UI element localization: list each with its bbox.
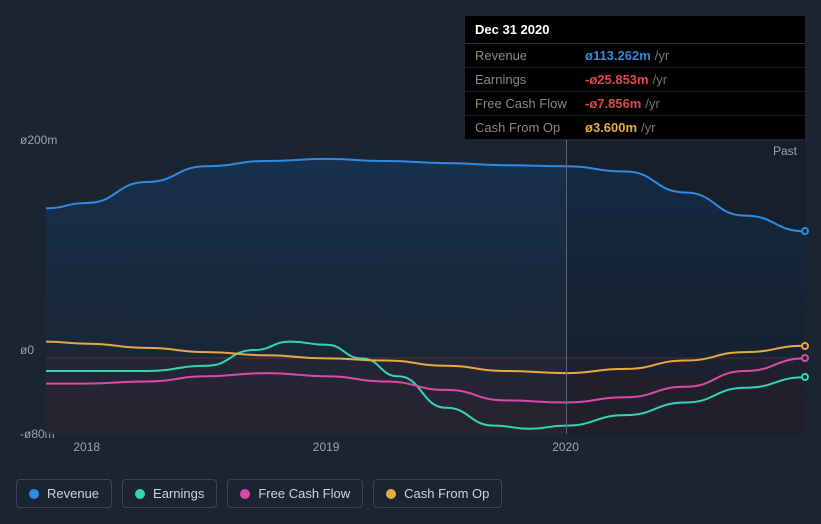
tooltip-date: Dec 31 2020 <box>465 16 805 44</box>
chart-area[interactable]: ø200mø0-ø80m Past 201820192020 <box>16 120 805 464</box>
tooltip-row: Earnings-ø25.853m/yr <box>465 68 805 92</box>
tooltip-row: Revenueø113.262m/yr <box>465 44 805 68</box>
series-end-marker <box>801 354 809 362</box>
tooltip-metric-unit: /yr <box>653 72 667 87</box>
tooltip-metric-label: Cash From Op <box>475 120 585 135</box>
legend-label: Free Cash Flow <box>258 486 350 501</box>
legend-item[interactable]: Free Cash Flow <box>227 479 363 508</box>
legend-swatch <box>29 489 39 499</box>
cursor-line <box>566 140 567 434</box>
chart-tooltip: Dec 31 2020 Revenueø113.262m/yrEarnings-… <box>465 16 805 139</box>
tooltip-metric-value: ø3.600m <box>585 120 637 135</box>
tooltip-row: Free Cash Flow-ø7.856m/yr <box>465 92 805 116</box>
legend-label: Cash From Op <box>404 486 489 501</box>
legend: Revenue Earnings Free Cash Flow Cash From O… <box>16 479 502 508</box>
x-axis-label: 2018 <box>73 440 100 454</box>
tooltip-metric-label: Earnings <box>475 72 585 87</box>
legend-item[interactable]: Revenue <box>16 479 112 508</box>
plot-region[interactable]: Past <box>46 140 805 434</box>
tooltip-metric-unit: /yr <box>641 120 655 135</box>
past-label: Past <box>773 144 797 158</box>
tooltip-metric-label: Free Cash Flow <box>475 96 585 111</box>
x-axis-label: 2020 <box>552 440 579 454</box>
series-end-marker <box>801 227 809 235</box>
series-end-marker <box>801 373 809 381</box>
tooltip-metric-value: -ø7.856m <box>585 96 641 111</box>
legend-swatch <box>135 489 145 499</box>
x-axis-labels: 2018 2019 2020 <box>46 440 805 456</box>
tooltip-metric-value: ø113.262m <box>585 48 651 63</box>
legend-label: Earnings <box>153 486 204 501</box>
legend-swatch <box>240 489 250 499</box>
legend-item[interactable]: Earnings <box>122 479 217 508</box>
tooltip-metric-label: Revenue <box>475 48 585 63</box>
series-end-marker <box>801 342 809 350</box>
tooltip-metric-unit: /yr <box>645 96 659 111</box>
legend-item[interactable]: Cash From Op <box>373 479 502 508</box>
x-axis-label: 2019 <box>313 440 340 454</box>
tooltip-row: Cash From Opø3.600m/yr <box>465 116 805 139</box>
y-axis-label: ø0 <box>20 343 34 357</box>
tooltip-metric-unit: /yr <box>655 48 669 63</box>
legend-label: Revenue <box>47 486 99 501</box>
legend-swatch <box>386 489 396 499</box>
tooltip-metric-value: -ø25.853m <box>585 72 649 87</box>
